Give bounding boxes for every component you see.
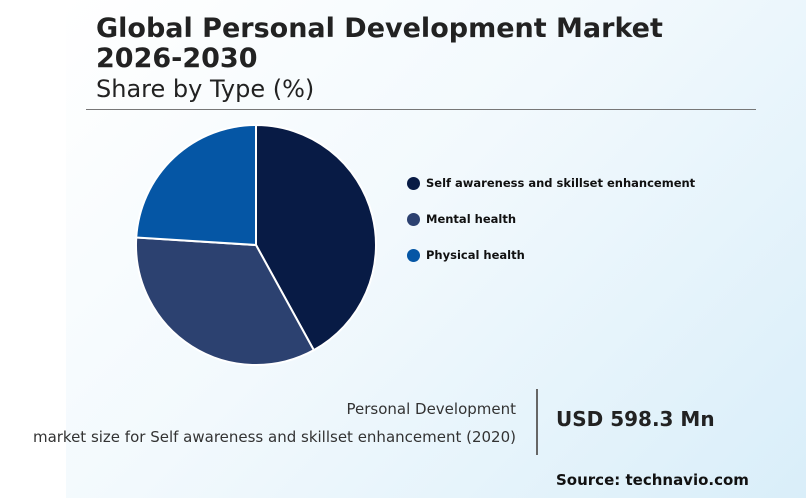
chart-legend: Self awareness and skillset enhancement M… xyxy=(407,174,695,282)
title-divider xyxy=(86,109,756,110)
stat-description-line1: Personal Development xyxy=(346,400,516,418)
legend-label: Self awareness and skillset enhancement xyxy=(426,176,696,190)
stat-value: USD 598.3 Mn xyxy=(556,407,715,431)
legend-label: Physical health xyxy=(426,248,525,262)
pie-chart xyxy=(135,123,377,366)
legend-label: Mental health xyxy=(426,212,517,226)
legend-marker xyxy=(407,212,420,226)
legend-marker xyxy=(407,176,420,190)
legend-item: Self awareness and skillset enhancement xyxy=(407,174,695,192)
stat-divider xyxy=(536,389,538,455)
pie-slice-2 xyxy=(135,123,257,247)
pie-slice-1 xyxy=(135,236,316,366)
legend-marker xyxy=(407,248,420,262)
stat-description-line2: market size for Self awareness and skill… xyxy=(32,428,516,446)
chart-subtitle: Share by Type (%) xyxy=(96,75,315,103)
legend-item: Mental health xyxy=(407,210,695,228)
legend-item: Physical health xyxy=(407,246,695,264)
chart-title: Global Personal Development Market 2026-… xyxy=(96,13,663,74)
pie-slice-0 xyxy=(255,123,377,352)
source-note: Source: technavio.com xyxy=(556,471,749,489)
